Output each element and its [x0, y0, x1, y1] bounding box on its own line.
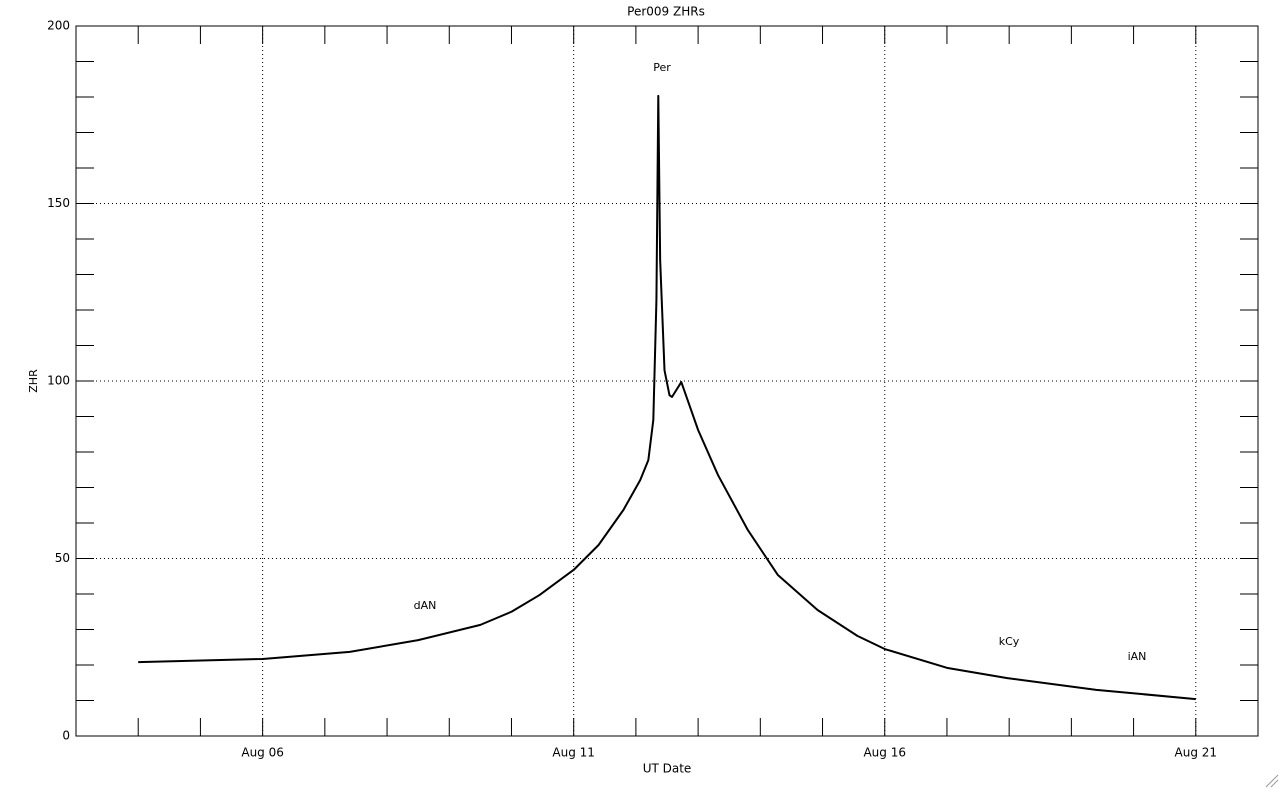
- x-tick-label: Aug 16: [863, 746, 906, 760]
- y-axis-label: ZHR: [27, 369, 40, 393]
- x-tick-label: Aug 06: [241, 746, 284, 760]
- y-tick-label: 50: [55, 551, 70, 565]
- annotation: dAN: [414, 599, 437, 612]
- annotation: kCy: [999, 635, 1020, 648]
- x-tick-label: Aug 11: [552, 746, 595, 760]
- resize-grip: [1265, 774, 1279, 788]
- x-tick-label: Aug 21: [1175, 746, 1218, 760]
- y-tick-label: 200: [47, 19, 70, 33]
- y-tick-label: 100: [47, 374, 70, 388]
- annotation: iAN: [1128, 650, 1147, 663]
- annotation: Per: [653, 61, 671, 74]
- chart-title: Per009 ZHRs: [627, 5, 705, 19]
- y-tick-label: 0: [62, 729, 70, 743]
- x-axis-label: UT Date: [643, 762, 692, 776]
- series-line: [138, 94, 1196, 701]
- y-tick-label: 150: [47, 196, 70, 210]
